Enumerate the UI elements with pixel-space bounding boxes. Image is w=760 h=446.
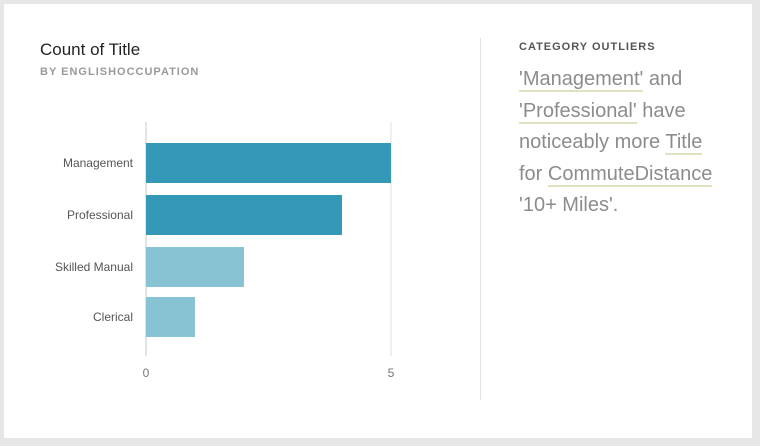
insight-heading: CATEGORY OUTLIERS xyxy=(519,41,656,53)
chart-title: Count of Title xyxy=(40,40,141,59)
chart-subtitle: BY ENGLISHOCCUPATION xyxy=(40,66,200,78)
x-tick-label: 5 xyxy=(388,366,395,380)
bar[interactable] xyxy=(146,297,195,337)
insight-highlight-term: Title xyxy=(665,131,703,155)
insight-text-segment: and xyxy=(643,68,683,90)
insight-text-segment: have noticeably more xyxy=(519,99,686,154)
x-tick-label: 0 xyxy=(143,366,150,380)
bar[interactable] xyxy=(146,143,391,183)
insight-highlight-term: 'Professional' xyxy=(519,99,637,124)
insight-text: 'Management' and 'Professional' have not… xyxy=(519,64,729,222)
insight-text-segment: '10+ Miles'. xyxy=(519,194,619,216)
insight-text-segment: for xyxy=(519,162,548,185)
category-label: Skilled Manual xyxy=(55,260,133,274)
bar[interactable] xyxy=(146,247,244,287)
insight-highlight-term: CommuteDistance xyxy=(547,162,713,187)
insight-card xyxy=(4,4,752,438)
bar[interactable] xyxy=(146,195,342,235)
insight-highlight-term: 'Management' xyxy=(519,68,644,92)
divider xyxy=(480,38,481,400)
category-label: Management xyxy=(63,156,134,170)
category-label: Clerical xyxy=(93,310,133,324)
category-label: Professional xyxy=(67,208,133,222)
